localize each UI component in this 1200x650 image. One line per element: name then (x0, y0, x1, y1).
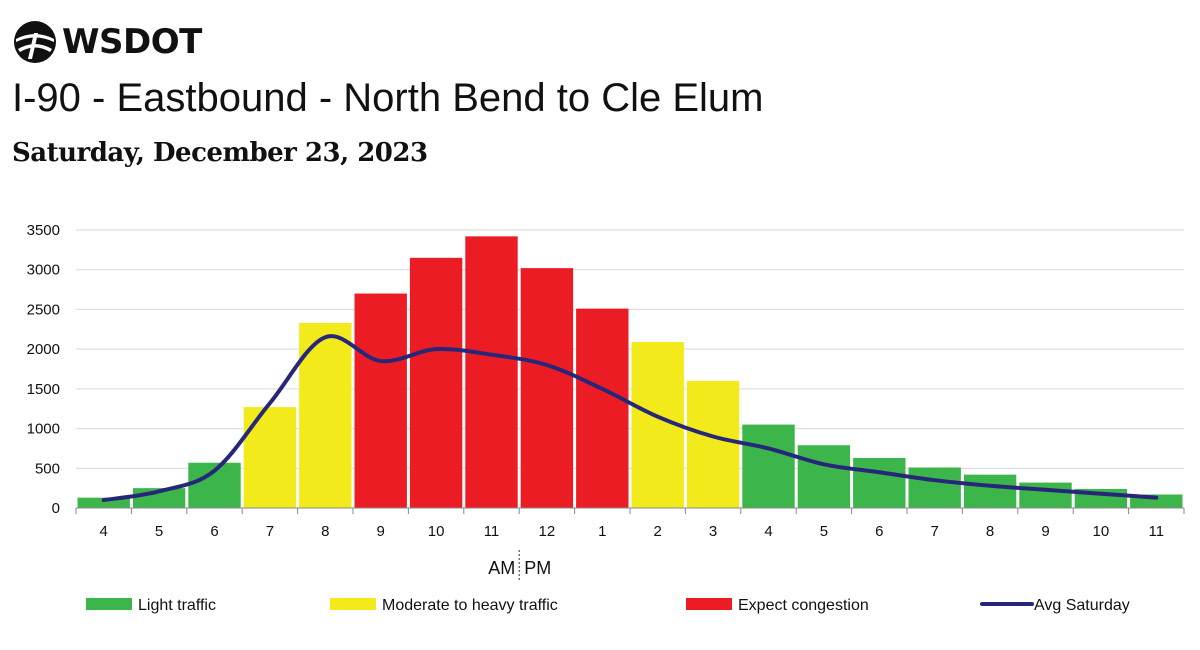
legend-label: Moderate to heavy traffic (382, 597, 558, 614)
x-tick-label: 11 (1149, 523, 1165, 540)
x-tick-label: 1 (598, 523, 606, 540)
y-tick-label: 1000 (27, 421, 60, 438)
y-tick-label: 2000 (27, 341, 60, 358)
grid-lines (76, 229, 1184, 509)
legend-swatch (86, 598, 132, 610)
bar (465, 236, 518, 508)
am-label: AM (488, 558, 515, 578)
x-tick-label: 8 (986, 523, 994, 540)
x-tick-label: 11 (484, 523, 500, 540)
y-tick-label: 3500 (27, 222, 60, 239)
bar (686, 380, 740, 508)
bar (520, 268, 574, 508)
x-tick-label: 10 (1093, 523, 1110, 540)
y-axis-ticks: 0 500 1000 1500 2000 2500 3000 3500 (27, 222, 60, 517)
x-tick-label: 9 (1041, 523, 1049, 540)
legend: Light traffic Moderate to heavy traffic Ex… (86, 597, 1130, 614)
bar (409, 257, 463, 508)
bars (77, 236, 1183, 508)
legend-label: Expect congestion (738, 597, 869, 614)
y-tick-label: 500 (35, 460, 60, 477)
x-tick-label: 4 (764, 523, 772, 540)
pm-label: PM (524, 558, 551, 578)
page-subtitle: Saturday, December 23, 2023 (12, 138, 428, 168)
x-tick-label: 5 (820, 523, 828, 540)
bar (576, 308, 629, 508)
x-tick-label: 10 (428, 523, 445, 540)
legend-label: Light traffic (138, 597, 216, 614)
y-tick-label: 2500 (27, 301, 60, 318)
am-pm-marker: AM PM (488, 550, 551, 580)
x-tick-label: 9 (377, 523, 385, 540)
x-tick-label: 7 (266, 523, 274, 540)
bar (742, 424, 795, 508)
bar (1019, 482, 1072, 508)
wsdot-logo: WSDOT (12, 18, 202, 66)
x-tick-label: 6 (875, 523, 883, 540)
bar (354, 293, 407, 508)
x-tick-label: 6 (210, 523, 218, 540)
x-tick-label: 2 (654, 523, 662, 540)
x-tick-label: 3 (709, 523, 717, 540)
y-tick-label: 0 (52, 500, 60, 517)
logo-text: WSDOT (62, 22, 202, 62)
x-axis-ticks: 4 5 6 7 8 9 10 11 12 1 2 3 4 5 6 7 8 9 10 11 (100, 523, 1165, 540)
x-tick-label: 7 (931, 523, 939, 540)
legend-label: Avg Saturday (1034, 597, 1130, 614)
x-tick-label: 12 (539, 523, 556, 540)
x-tick-label: 8 (321, 523, 329, 540)
legend-swatch (686, 598, 732, 610)
x-axis (75, 507, 1185, 514)
y-tick-label: 3000 (27, 262, 60, 279)
bar (797, 445, 851, 508)
avg-saturday-line (101, 334, 1159, 503)
y-tick-label: 1500 (27, 381, 60, 398)
bar (77, 497, 130, 508)
bar (243, 407, 297, 508)
legend-swatch (330, 598, 376, 610)
bar (963, 474, 1017, 508)
bar (853, 457, 906, 508)
x-tick-label: 5 (155, 523, 163, 540)
wsdot-emblem-icon (14, 21, 56, 63)
page-title: I-90 - Eastbound - North Bend to Cle Elu… (12, 76, 764, 120)
avg-line-layer (101, 334, 1159, 503)
bar (908, 467, 961, 508)
x-tick-label: 4 (100, 523, 108, 540)
